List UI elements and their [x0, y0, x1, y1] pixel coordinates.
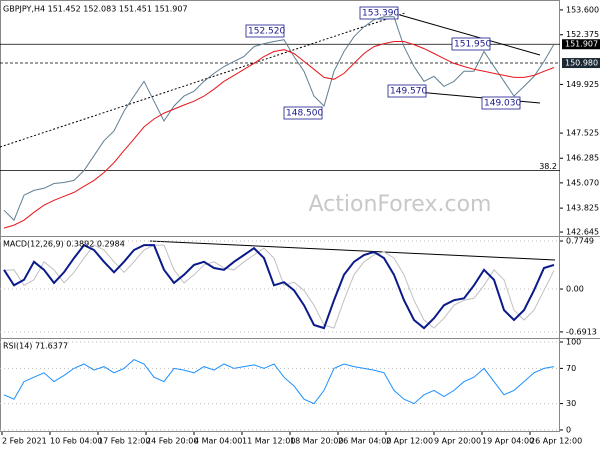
- y-tick-label: -0.6913: [566, 327, 597, 336]
- y-tick-label: 0.7749: [566, 237, 594, 246]
- x-tick-label: 19 Apr 04:00: [482, 437, 534, 446]
- level-label: 38.2: [539, 162, 557, 171]
- y-tick-label: 30: [566, 399, 576, 408]
- x-tick-label: 24 Feb 20:00: [146, 437, 198, 446]
- annotation-box: [359, 6, 399, 20]
- y-tick-label: 142.645: [566, 228, 599, 237]
- series-line: [3, 16, 555, 222]
- series-line: [3, 359, 555, 405]
- annotation: 153.390: [362, 9, 399, 19]
- watermark: ActionForex.com: [309, 192, 492, 217]
- y-tick-label: 0.00: [566, 285, 584, 294]
- price-label: 151.907: [565, 40, 598, 49]
- series-line: [3, 41, 555, 229]
- x-tick-label: 9 Apr 20:00: [434, 437, 481, 446]
- price-label-box: [562, 58, 600, 69]
- x-tick-label: 10 Feb 04:00: [50, 437, 102, 446]
- panel-title: MACD(12,26,9) 0.3892 0.2984: [3, 240, 125, 249]
- annotation: 149.570: [390, 87, 427, 97]
- x-tick-label: 26 Apr 12:00: [530, 437, 582, 446]
- price-label-box: [562, 39, 600, 50]
- trend-line: [399, 14, 541, 56]
- plot-frame: [0, 0, 560, 432]
- x-tick-label: 18 Mar 20:00: [290, 437, 343, 446]
- y-tick-label: 149.925: [566, 80, 599, 89]
- y-tick-label: 70: [566, 364, 576, 373]
- x-tick-label: 17 Feb 12:00: [98, 437, 150, 446]
- annotation-box: [283, 106, 323, 120]
- series-line: [3, 243, 555, 330]
- trend-line: [149, 240, 556, 261]
- annotation: 151.950: [454, 40, 491, 50]
- panel-title: RSI(14) 71.6377: [3, 342, 68, 351]
- x-tick-label: 2 Apr 12:00: [386, 437, 433, 446]
- y-tick-label: 145.070: [566, 178, 599, 187]
- series-line: [3, 244, 555, 329]
- panel-title: GBPJPY,H4 151.452 152.083 151.451 151.90…: [3, 5, 188, 14]
- trend-line: [0, 12, 406, 148]
- x-tick-label: 4 Mar 04:00: [194, 437, 242, 446]
- x-tick-label: 2 Feb 2021: [2, 437, 47, 446]
- y-tick-label: 143.825: [566, 204, 599, 213]
- y-tick-label: 100: [566, 337, 581, 346]
- x-tick-label: 11 Mar 12:00: [242, 437, 295, 446]
- y-tick-label: 147.525: [566, 129, 599, 138]
- annotation-box: [387, 84, 427, 98]
- annotation: 149.030: [484, 99, 521, 109]
- y-tick-label: 0: [566, 425, 571, 434]
- annotation-box: [245, 24, 285, 38]
- annotation: 148.500: [286, 109, 323, 119]
- x-tick-label: 26 Mar 04:00: [338, 437, 391, 446]
- y-tick-label: 153.600: [566, 5, 599, 14]
- annotation-box: [451, 37, 491, 51]
- y-tick-label: 146.285: [566, 154, 599, 163]
- price-label: 150.980: [565, 59, 598, 68]
- annotation: 152.520: [248, 27, 285, 37]
- annotation-box: [481, 96, 521, 110]
- y-tick-label: 152.375: [566, 30, 599, 39]
